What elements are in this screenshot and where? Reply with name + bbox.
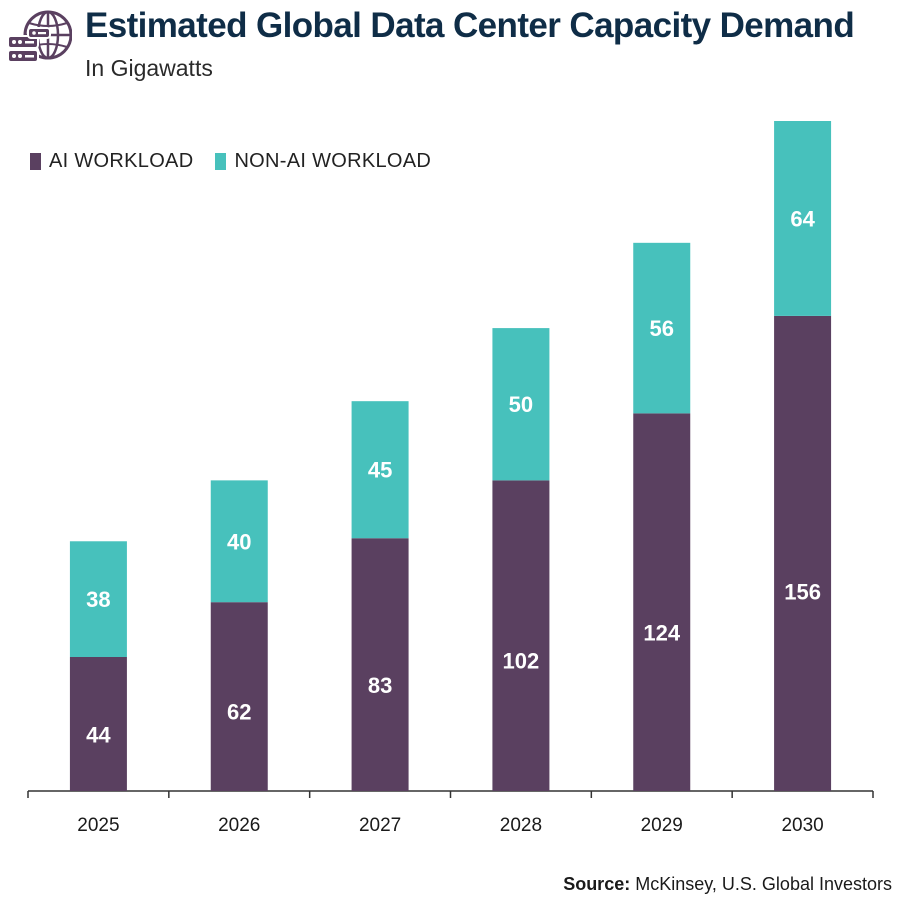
x-tick-label-2030: 2030 [781, 815, 823, 836]
x-tick-label-2029: 2029 [641, 815, 683, 836]
bar-ai-2026 [210, 602, 268, 791]
bar-ai-2029 [633, 413, 691, 791]
chart-title: Estimated Global Data Center Capacity De… [85, 6, 855, 45]
bar-ai-2025 [69, 657, 127, 791]
data-label-ai-2027: 83 [368, 673, 392, 698]
data-label-non-ai-2025: 38 [86, 587, 110, 612]
data-label-ai-2025: 44 [86, 723, 111, 748]
bar-non-ai-2029 [633, 242, 691, 414]
data-label-non-ai-2027: 45 [368, 458, 392, 483]
legend: AI WORKLOAD NON-AI WORKLOAD [30, 150, 453, 173]
chart-subtitle: In Gigawatts [85, 55, 213, 81]
bar-non-ai-2026 [210, 480, 268, 603]
bar-ai-2028 [492, 480, 550, 791]
bar-non-ai-2027 [351, 401, 409, 539]
data-label-non-ai-2026: 40 [227, 529, 251, 554]
legend-swatch-non-ai [215, 153, 227, 170]
bar-non-ai-2025 [69, 541, 127, 657]
x-tick-label-2028: 2028 [500, 815, 542, 836]
server-globe-icon [7, 10, 72, 63]
data-label-non-ai-2028: 50 [509, 392, 533, 417]
bar-non-ai-2028 [492, 328, 550, 481]
data-label-ai-2029: 124 [643, 620, 680, 645]
bar-non-ai-2030 [774, 121, 832, 316]
legend-label-ai: AI WORKLOAD [49, 150, 194, 172]
data-label-non-ai-2029: 56 [650, 316, 674, 341]
x-tick-label-2027: 2027 [359, 815, 401, 836]
source-label: Source: [563, 874, 631, 894]
source-note: Source: McKinsey, U.S. Global Investors [563, 874, 892, 895]
data-label-ai-2028: 102 [503, 649, 540, 674]
legend-label-non-ai: NON-AI WORKLOAD [234, 150, 432, 172]
bar-ai-2027 [351, 538, 409, 791]
x-tick-label-2025: 2025 [77, 815, 119, 836]
data-label-ai-2030: 156 [784, 579, 821, 604]
x-tick-label-2026: 2026 [218, 815, 260, 836]
bar-ai-2030 [774, 315, 832, 791]
source-text: McKinsey, U.S. Global Investors [635, 874, 892, 894]
legend-swatch-ai [30, 153, 41, 170]
legend-item-ai: AI WORKLOAD [30, 150, 193, 173]
legend-item-non-ai: NON-AI WORKLOAD [215, 150, 431, 173]
data-label-ai-2026: 62 [227, 700, 251, 725]
data-label-non-ai-2030: 64 [790, 206, 815, 231]
